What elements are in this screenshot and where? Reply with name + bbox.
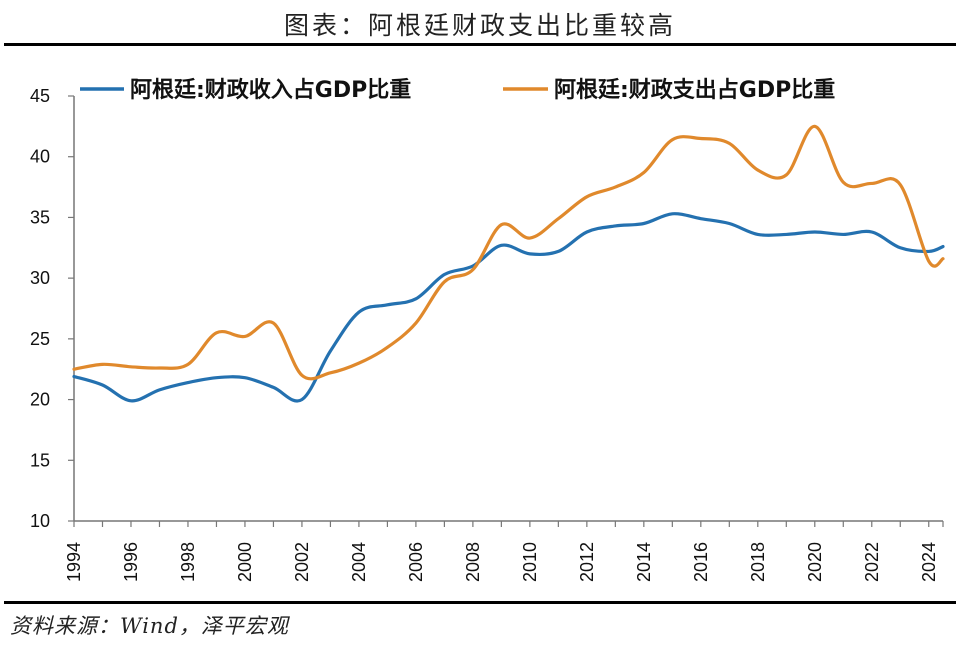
x-tick-label: 2016	[691, 542, 711, 582]
bottom-divider	[4, 601, 956, 604]
x-tick-label: 2000	[235, 542, 255, 582]
y-tick-label: 30	[30, 268, 50, 288]
legend-label: 阿根廷:财政支出占GDP比重	[554, 77, 835, 103]
y-tick-label: 25	[30, 329, 50, 349]
y-tick-label: 20	[30, 390, 50, 410]
x-tick-label: 1994	[64, 542, 84, 582]
x-tick-label: 2010	[520, 542, 540, 582]
chart-axes: 10 15 20 25 30 35 40 45 1994 1996 1998 2000 2002 2004…	[30, 86, 944, 582]
y-tick-label: 10	[30, 511, 50, 531]
x-tick-label: 1996	[121, 542, 141, 582]
x-tick-label: 2014	[634, 542, 654, 582]
line-chart: 10 15 20 25 30 35 40 45 1994 1996 1998 2000 2002 2004…	[30, 77, 945, 582]
x-tick-label: 1998	[178, 542, 198, 582]
x-tick-label: 2002	[292, 542, 312, 582]
source-note: 资料来源：Wind，泽平宏观	[10, 614, 289, 638]
legend-item: 阿根廷:财政支出占GDP比重	[503, 77, 835, 103]
x-tick-label: 2006	[406, 542, 426, 582]
series-line-revenue	[72, 212, 945, 403]
top-divider	[4, 43, 956, 46]
legend-item: 阿根廷:财政收入占GDP比重	[80, 77, 411, 103]
x-tick-label: 2024	[919, 542, 939, 582]
chart-title: 图表：阿根廷财政支出比重较高	[283, 11, 676, 40]
y-tick-label: 35	[30, 207, 50, 227]
legend-label: 阿根廷:财政收入占GDP比重	[130, 77, 411, 103]
x-tick-label: 2012	[577, 542, 597, 582]
x-tick-label: 2004	[349, 542, 369, 582]
y-tick-label: 40	[30, 147, 50, 167]
series-line-expenditure	[72, 124, 945, 381]
y-tick-label: 45	[30, 86, 50, 106]
chart-series	[72, 124, 945, 403]
x-tick-label: 2018	[748, 542, 768, 582]
y-tick-label: 15	[30, 450, 50, 470]
x-tick-label: 2008	[463, 542, 483, 582]
chart-legend: 阿根廷:财政收入占GDP比重 阿根廷:财政支出占GDP比重	[80, 77, 835, 103]
x-tick-label: 2022	[862, 542, 882, 582]
x-tick-label: 2020	[805, 542, 825, 582]
